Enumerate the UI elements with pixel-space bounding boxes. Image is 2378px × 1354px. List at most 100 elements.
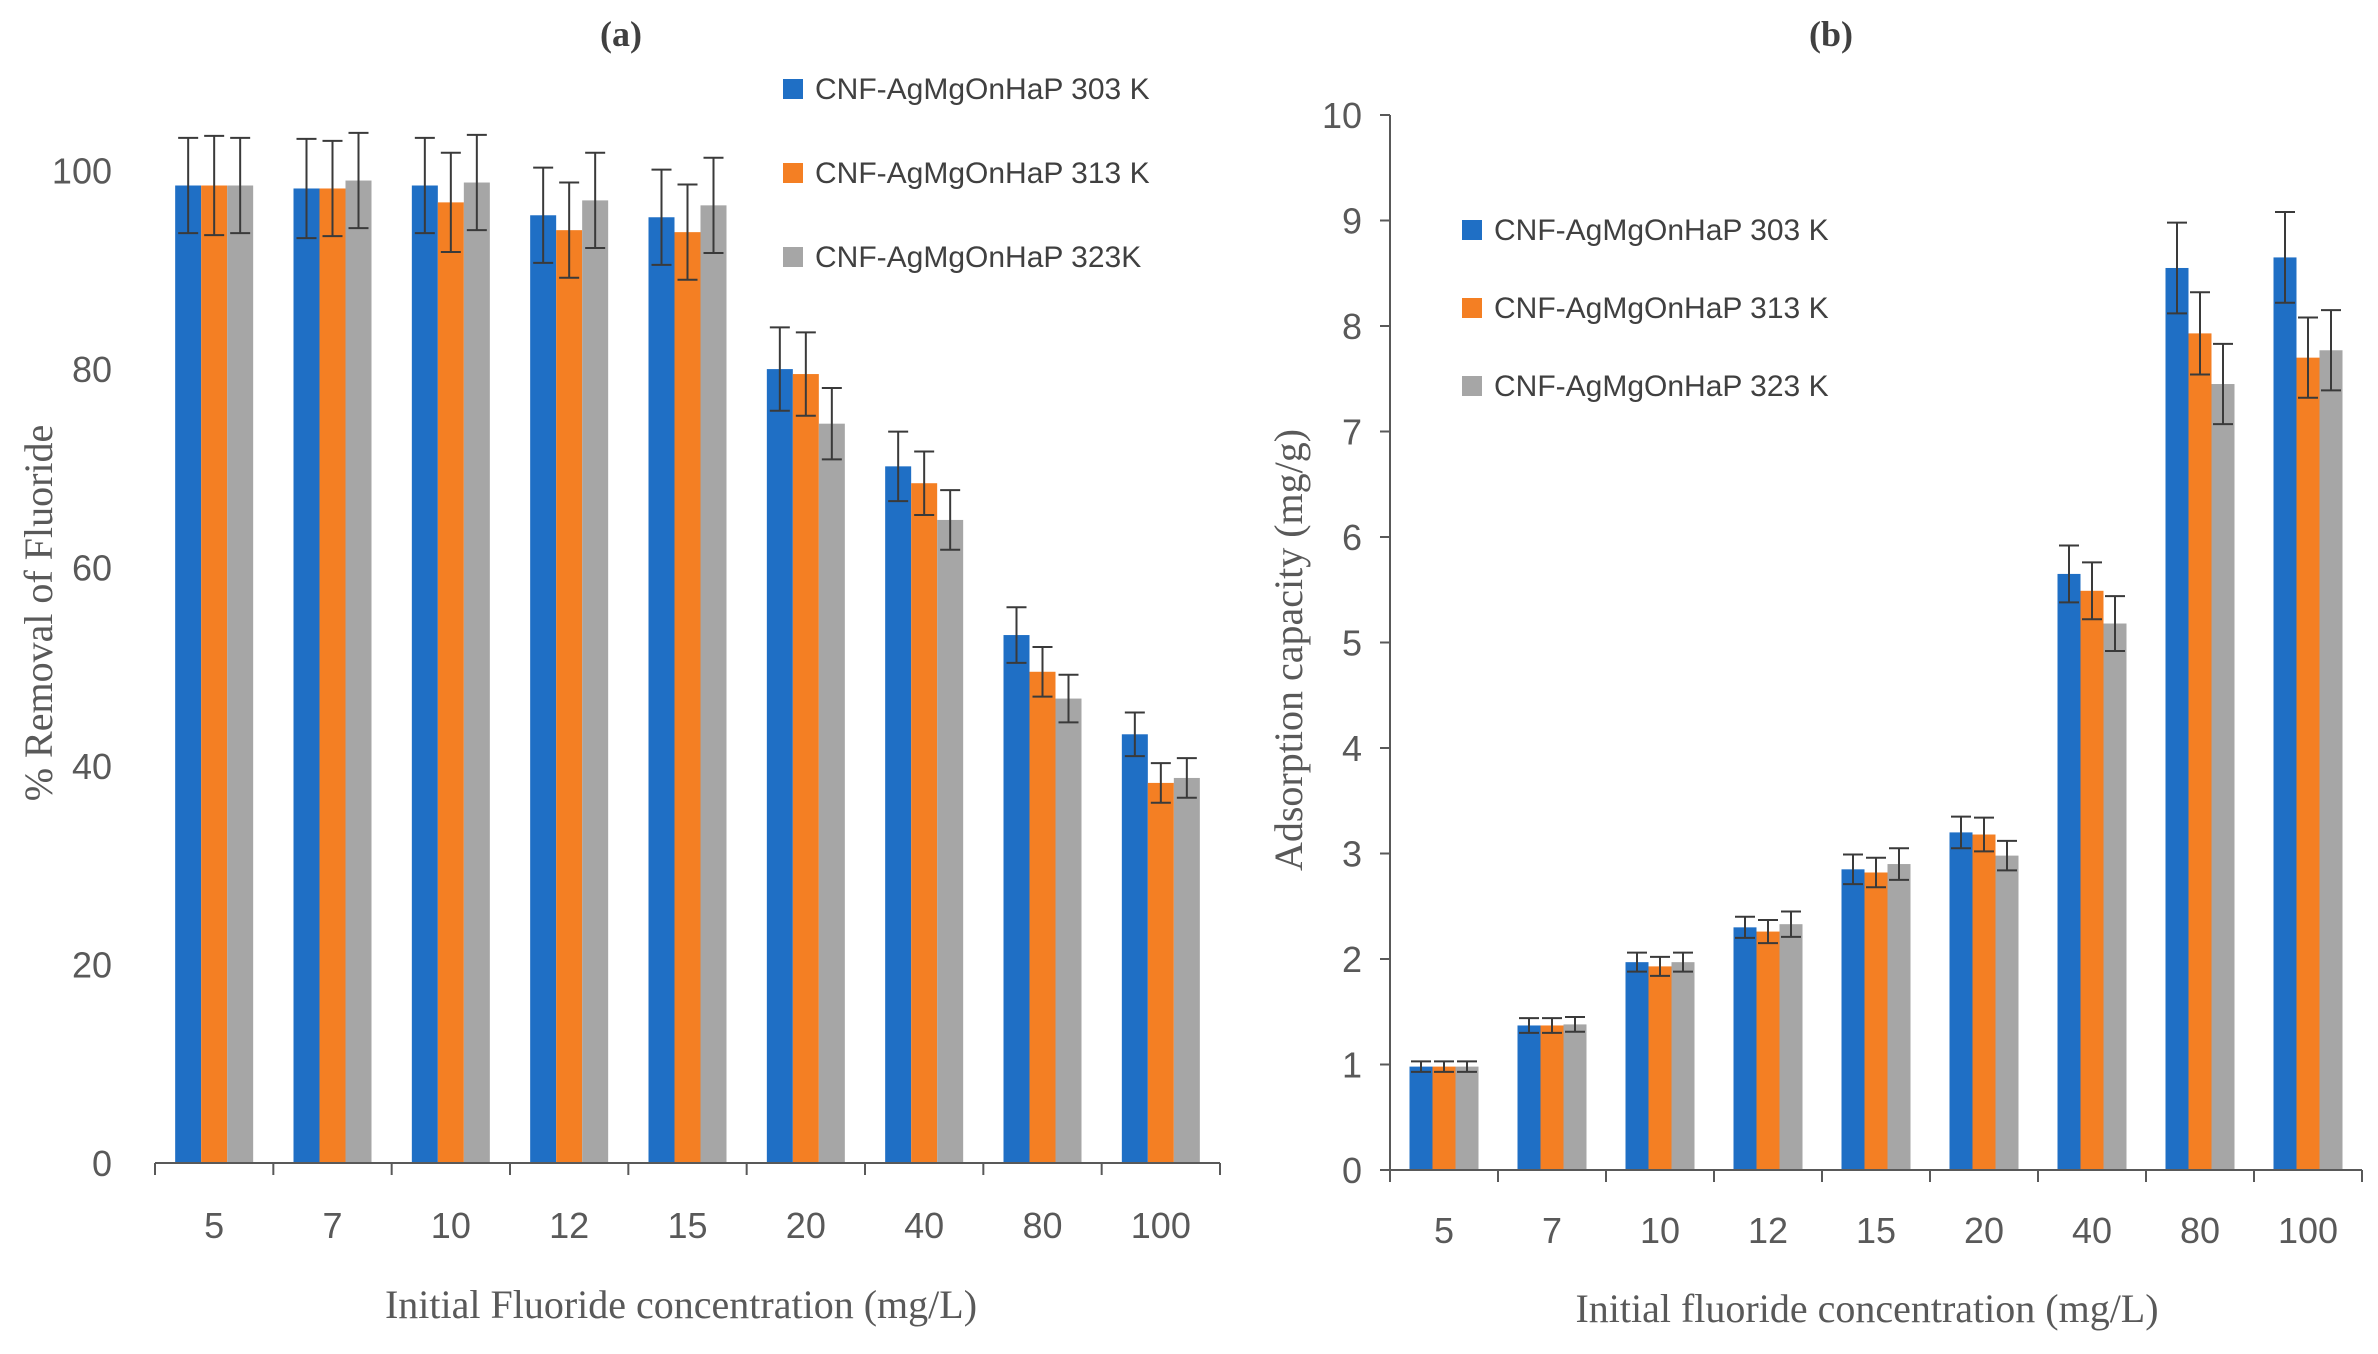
- panel-a-y-tick-label-80: 80: [72, 349, 112, 390]
- panel-b-bar-s3-40: [2103, 623, 2127, 1170]
- panel-a-bar-s1-20: [766, 369, 793, 1164]
- panel-b-x-tick-label-12: 12: [1748, 1210, 1788, 1251]
- panel-b-legend-swatch-3: [1462, 376, 1482, 396]
- panel-a-bar-s2-100: [1147, 782, 1174, 1163]
- panel-a-x-tick-label-20: 20: [786, 1205, 826, 1246]
- chart-panel-b: (b) Initial fluoride concentration (mg/L…: [1266, 14, 2363, 1331]
- panel-a-bar-s2-80: [1029, 671, 1056, 1163]
- panel-b-x-tick-label-10: 10: [1640, 1210, 1680, 1251]
- panel-b-bar-s3-10: [1671, 962, 1695, 1170]
- panel-b-error-bar-s3-100: [2321, 309, 2341, 392]
- panel-a-error-bar-s1-10: [414, 136, 435, 235]
- panel-b-x-tick-label-5: 5: [1434, 1210, 1454, 1251]
- panel-b-y-tick-label-6: 6: [1342, 517, 1362, 558]
- panel-a-legend-swatch-1: [783, 79, 803, 99]
- panel-b-bar-s2-100: [2296, 357, 2320, 1170]
- panel-a-error-bar-s1-12: [533, 166, 554, 264]
- panel-b-legend-swatch-1: [1462, 220, 1482, 240]
- panel-a-bar-s3-100: [1173, 777, 1200, 1163]
- panel-b-legend-label-3: CNF-AgMgOnHaP 323 K: [1494, 370, 1829, 403]
- panel-b-x-tick-label-80: 80: [2180, 1210, 2220, 1251]
- panel-b-error-bar-s1-100: [2275, 211, 2295, 304]
- panel-a-x-tick-label-40: 40: [904, 1205, 944, 1246]
- panel-a-title: (a): [600, 14, 642, 54]
- panel-b-error-bar-s1-15: [1843, 853, 1863, 886]
- panel-a-y-tick-label-20: 20: [72, 945, 112, 986]
- panel-b-y-tick-label-10: 10: [1322, 95, 1362, 136]
- panel-a-error-bar-s2-40: [914, 450, 935, 516]
- panel-a-bar-s3-10: [463, 182, 490, 1164]
- panel-b-bar-s2-15: [1864, 872, 1888, 1170]
- panel-a-error-bar-s3-80: [1058, 673, 1079, 724]
- panel-a-x-tick-label-100: 100: [1131, 1205, 1191, 1246]
- panel-b-error-bar-s1-12: [1735, 915, 1755, 939]
- panel-b-error-bar-s3-20: [1997, 839, 2017, 872]
- panel-a-error-bar-s2-10: [440, 151, 461, 253]
- panel-a-error-bar-s1-15: [651, 168, 672, 266]
- chart-panel-a: (a) Initial Fluoride concentration (mg/L…: [16, 14, 1221, 1327]
- panel-a-error-bar-s2-5: [204, 134, 225, 237]
- panel-a-bar-s1-80: [1003, 635, 1030, 1163]
- panel-b-title: (b): [1809, 14, 1853, 54]
- panel-a-bar-s1-100: [1121, 734, 1148, 1163]
- panel-a-error-bar-s3-100: [1176, 757, 1197, 799]
- panel-b-error-bar-s2-100: [2298, 316, 2318, 399]
- panel-b-bar-s2-20: [1972, 834, 1996, 1170]
- panel-a-error-bar-s2-20: [795, 331, 816, 417]
- panel-a-x-tick-label-80: 80: [1022, 1205, 1062, 1246]
- panel-a-legend-label-2: CNF-AgMgOnHaP 313 K: [815, 157, 1150, 190]
- panel-b-error-bar-s3-12: [1781, 910, 1801, 938]
- panel-a-error-bar-s3-7: [348, 131, 369, 230]
- panel-a-error-bar-s1-100: [1124, 711, 1145, 758]
- panel-a-plot-area: 5 7 10 12 15 20 40 80 100 0 20 40 60 80 100 CNF-AgMgOnH…: [52, 73, 1221, 1246]
- panel-b-x-tick-label-15: 15: [1856, 1210, 1896, 1251]
- panel-a-error-bar-s3-12: [585, 151, 606, 250]
- panel-a-y-tick-label-0: 0: [92, 1143, 112, 1184]
- panel-b-bar-s3-80: [2211, 384, 2235, 1170]
- panel-a-legend-swatch-2: [783, 163, 803, 183]
- panel-a-bar-s1-10: [411, 185, 438, 1163]
- panel-a-bar-s2-5: [201, 185, 228, 1163]
- panel-b-y-tick-label-5: 5: [1342, 623, 1362, 664]
- panel-a-error-bar-s2-100: [1150, 762, 1171, 804]
- panel-b-x-axis-label: Initial fluoride concentration (mg/L): [1575, 1286, 2158, 1331]
- panel-b-plot-area: 5 7 10 12 15 20 40 80 100012345678910CNF-AgMgOnH…: [1322, 95, 2363, 1251]
- panel-a-error-bar-s3-40: [940, 489, 961, 551]
- panel-a-x-tick-label-12: 12: [549, 1205, 589, 1246]
- panel-a-error-bar-s3-10: [466, 133, 487, 232]
- panel-a-bar-s3-12: [582, 200, 609, 1163]
- panel-a-bar-s3-5: [227, 185, 254, 1163]
- panel-b-error-bar-s1-7: [1519, 1017, 1539, 1034]
- panel-b-error-bar-s3-7: [1565, 1016, 1585, 1033]
- panel-b-y-tick-label-9: 9: [1342, 201, 1362, 242]
- panel-a-bar-s1-15: [648, 217, 675, 1163]
- panel-a-bar-s3-20: [818, 423, 845, 1164]
- panel-a-legend-swatch-3: [783, 247, 803, 267]
- panel-b-error-bar-s3-40: [2105, 595, 2125, 652]
- panel-b-bar-s2-5: [1432, 1066, 1456, 1170]
- panel-b-legend-label-1: CNF-AgMgOnHaP 303 K: [1494, 214, 1829, 247]
- panel-b-bar-s3-12: [1779, 924, 1803, 1170]
- panel-b-error-bar-s1-20: [1951, 815, 1971, 850]
- panel-b-bar-s3-7: [1563, 1024, 1587, 1170]
- panel-a-y-axis-label: % Removal of Fluoride: [16, 425, 61, 802]
- panel-a-error-bar-s2-12: [559, 181, 580, 279]
- panel-a-x-tick-label-7: 7: [322, 1205, 342, 1246]
- panel-a-error-bar-s2-80: [1032, 645, 1053, 698]
- panel-b-bar-s1-100: [2273, 257, 2297, 1170]
- panel-a-legend-label-1: CNF-AgMgOnHaP 303 K: [815, 73, 1150, 106]
- panel-a-y-tick-label-100: 100: [52, 151, 112, 192]
- panel-a-bar-s1-5: [175, 185, 202, 1163]
- panel-b-error-bar-s2-5: [1434, 1060, 1454, 1073]
- panel-a-bar-s3-15: [700, 205, 727, 1163]
- panel-b-error-bar-s1-10: [1627, 951, 1647, 973]
- panel-b-error-bar-s3-15: [1889, 847, 1909, 881]
- panel-b-error-bar-s2-12: [1758, 918, 1778, 945]
- panel-a-error-bar-s3-20: [821, 386, 842, 461]
- panel-a-legend-label-3: CNF-AgMgOnHaP 323K: [815, 241, 1141, 274]
- panel-a-y-tick-label-60: 60: [72, 548, 112, 589]
- panel-b-bar-s1-7: [1517, 1025, 1541, 1170]
- panel-b-bar-s3-100: [2319, 350, 2343, 1170]
